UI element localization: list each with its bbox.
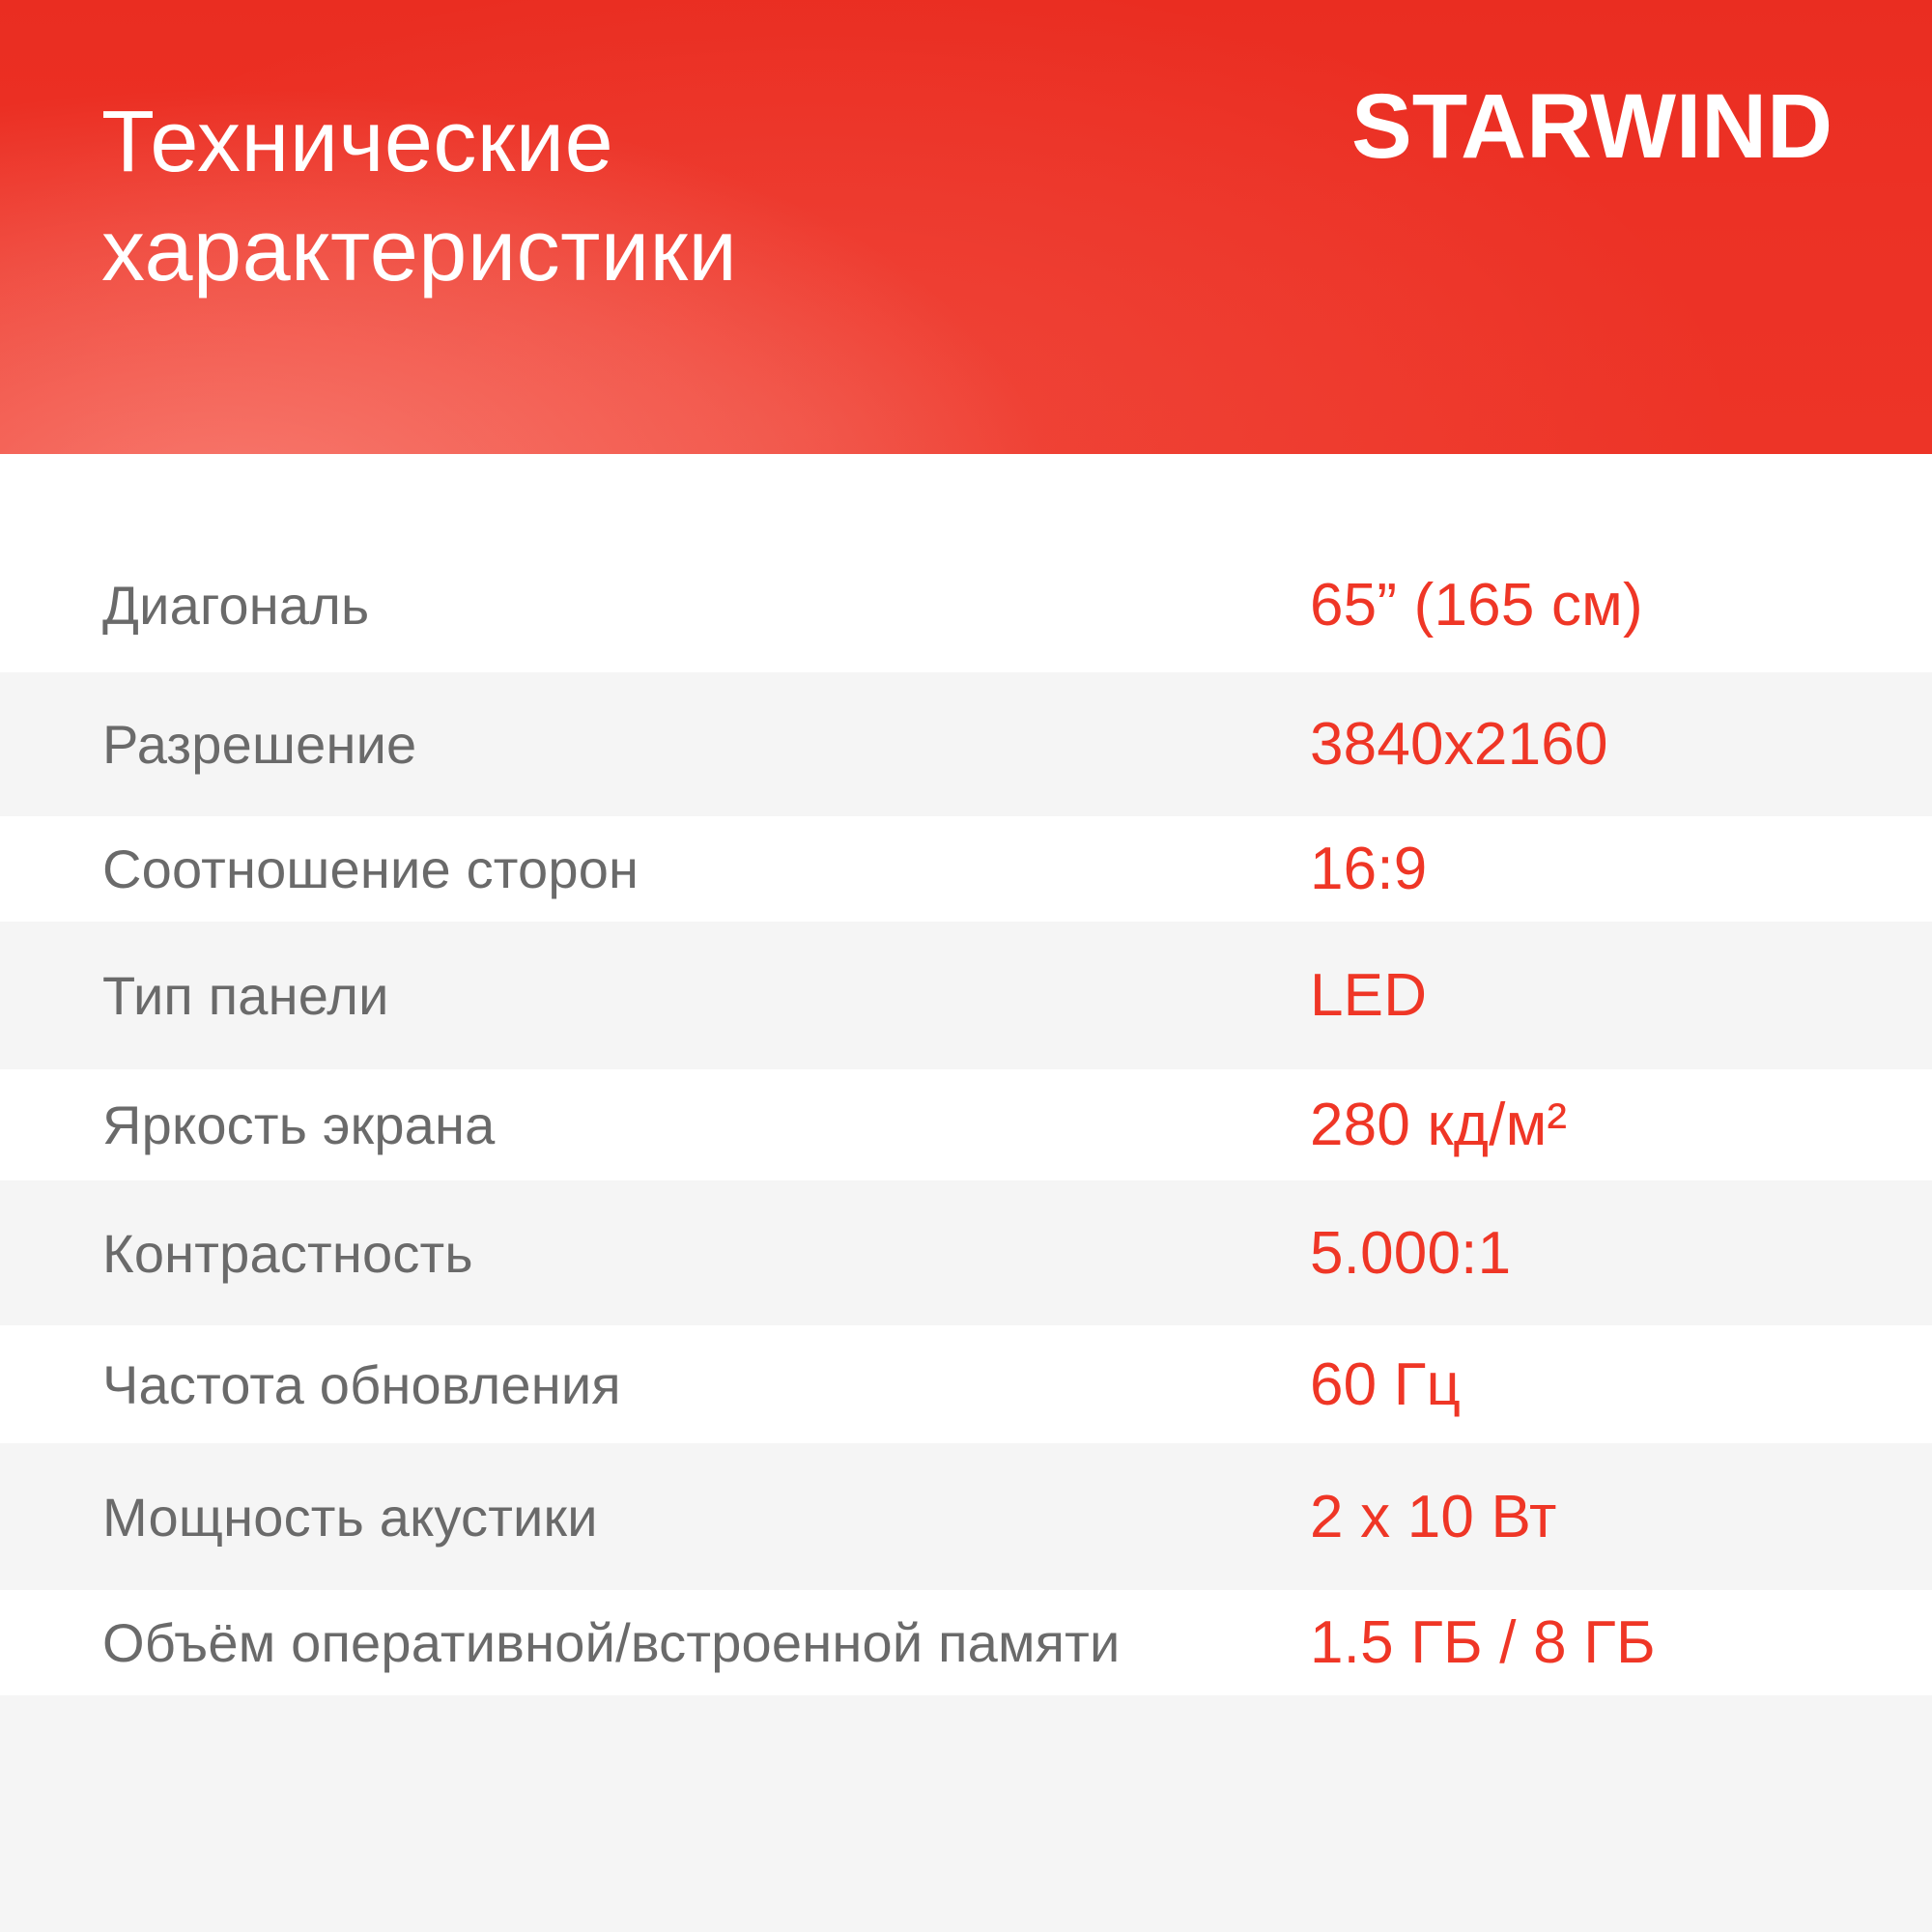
spec-value: 5.000:1 — [1310, 1219, 1512, 1287]
spec-label: Контрастность — [102, 1222, 473, 1284]
spec-value: 60 Гц — [1310, 1350, 1462, 1418]
spec-row: Яркость экрана 280 кд/м² — [0, 1069, 1932, 1180]
spec-row: Разрешение 3840x2160 — [0, 672, 1932, 816]
spec-value: LED — [1310, 962, 1428, 1029]
spec-value: 2 x 10 Вт — [1310, 1483, 1557, 1550]
spec-table: Диагональ 65” (165 см) Разрешение 3840x2… — [0, 537, 1932, 1695]
spec-label: Яркость экрана — [102, 1094, 496, 1155]
spec-label: Частота обновления — [102, 1353, 621, 1415]
page-title-line-2: характеристики — [101, 203, 738, 299]
header-banner: Технические характеристики STARWIND — [0, 0, 1932, 454]
spec-value: 65” (165 см) — [1310, 571, 1643, 639]
spec-row: Соотношение сторон 16:9 — [0, 816, 1932, 922]
spec-value: 280 кд/м² — [1310, 1092, 1568, 1158]
starwind-logo-text: STARWIND — [1351, 75, 1833, 178]
spec-value: 1.5 ГБ / 8 ГБ — [1310, 1609, 1656, 1676]
spec-row: Мощность акустики 2 x 10 Вт — [0, 1443, 1932, 1590]
spec-label: Объём оперативной/встроенной памяти — [102, 1612, 1121, 1673]
starwind-logo: STARWIND — [1351, 75, 1833, 178]
spec-label: Соотношение сторон — [102, 838, 639, 899]
page-title-line-1: Технические — [101, 94, 614, 190]
table-top-spacer — [0, 454, 1932, 537]
spec-label: Тип панели — [102, 965, 389, 1026]
spec-row: Диагональ 65” (165 см) — [0, 537, 1932, 672]
spec-row: Объём оперативной/встроенной памяти 1.5 … — [0, 1590, 1932, 1695]
spec-value: 3840x2160 — [1310, 711, 1608, 778]
spec-row: Тип панели LED — [0, 922, 1932, 1069]
spec-label: Диагональ — [102, 574, 370, 636]
spec-value: 16:9 — [1310, 836, 1428, 902]
spec-label: Мощность акустики — [102, 1486, 598, 1548]
spec-row: Частота обновления 60 Гц — [0, 1325, 1932, 1443]
spec-label: Разрешение — [102, 714, 417, 775]
footer-band — [0, 1695, 1932, 1932]
page-title: Технические характеристики — [101, 88, 737, 306]
spec-row: Контрастность 5.000:1 — [0, 1180, 1932, 1325]
